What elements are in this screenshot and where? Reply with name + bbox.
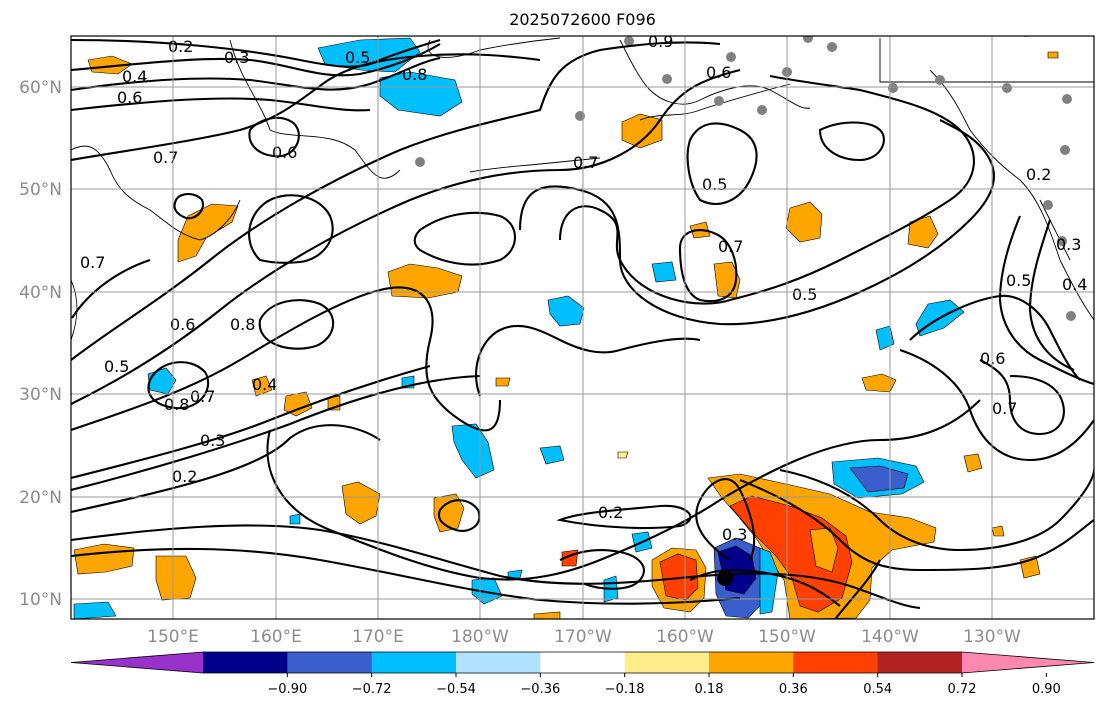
contour-label: 0.2 (598, 503, 623, 522)
contour-label: 0.3 (224, 48, 249, 67)
colorbar-tick-label: 0.72 (948, 682, 977, 697)
colorbar-tick-label: 0.54 (863, 682, 892, 697)
contour-label: 0.6 (170, 315, 195, 334)
contour-label: 0.3 (1056, 235, 1081, 254)
contour-label: 0.7 (573, 153, 598, 172)
contour-label: 0.7 (190, 387, 215, 406)
lat-label: 20°N (19, 488, 62, 508)
contour-label: 0.5 (792, 285, 817, 304)
colorbar-outline (70, 651, 1095, 674)
colorbar-tick-label: 0.90 (1032, 682, 1061, 697)
lat-label: 30°N (19, 385, 62, 405)
lat-label: 60°N (19, 78, 62, 98)
colorbar-segment (709, 652, 794, 673)
contour-label: 0.3 (200, 431, 225, 450)
contour-label: 0.8 (164, 395, 189, 414)
contour-label: 0.2 (1026, 165, 1051, 184)
gridlines (71, 36, 1094, 619)
lat-label: 50°N (19, 180, 62, 200)
colorbar-segment (456, 652, 541, 673)
contour-label: 0.4 (122, 67, 147, 86)
contour-label: 0.7 (80, 253, 105, 272)
colorbar-extend-max (962, 652, 1094, 673)
contour-label: 0.8 (230, 315, 255, 334)
contour-label: 0.9 (648, 32, 673, 51)
lon-label: 160°W (656, 627, 714, 647)
lon-label: 150°E (147, 627, 199, 647)
map-plot-area: 0.2 0.3 0.4 0.6 0.5 0.8 0.7 0.6 0.9 0.6 … (71, 32, 1094, 619)
lon-label: 130°W (963, 627, 1021, 647)
contour-label: 0.5 (104, 357, 129, 376)
colorbar-tick-label: −0.54 (436, 682, 476, 697)
longitude-labels: 150°E 160°E 170°E 180°W 170°W 160°W 150°… (147, 627, 1021, 647)
contour-label: 0.5 (345, 48, 370, 67)
contour-label: 0.2 (168, 37, 193, 56)
contour-label: 0.6 (117, 88, 142, 107)
colorbar-segment (877, 652, 963, 673)
contour-label: 0.5 (702, 175, 727, 194)
contour-label: 0.6 (272, 143, 297, 162)
lon-label: 170°E (352, 627, 404, 647)
colorbar-segment (287, 652, 373, 673)
colorbar-segment (540, 652, 626, 673)
colorbar-segment (624, 652, 710, 673)
colorbar-extend-min (71, 652, 203, 673)
colorbar-tick-label: 0.36 (779, 682, 808, 697)
contour-lines (71, 38, 1094, 619)
lon-label: 160°E (250, 627, 302, 647)
contour-label: 0.4 (1062, 275, 1087, 294)
colorbar-tick-label: −0.90 (267, 682, 307, 697)
contour-label: 0.2 (172, 467, 197, 486)
colorbar-tick-label: −0.36 (520, 682, 560, 697)
storm-center-marker (717, 570, 733, 586)
lon-label: 170°W (554, 627, 612, 647)
lon-label: 180°W (451, 627, 509, 647)
contour-label: 0.7 (718, 237, 743, 256)
colorbar-segment (793, 652, 879, 673)
colorbar-tick-label: −0.72 (352, 682, 392, 697)
contour-label: 0.4 (252, 375, 277, 394)
lon-label: 140°W (861, 627, 919, 647)
colorbar-segment (203, 652, 288, 673)
colorbar-segment (371, 652, 457, 673)
contour-labels: 0.2 0.3 0.4 0.6 0.5 0.8 0.7 0.6 0.9 0.6 … (80, 32, 1087, 544)
map-frame (70, 35, 1095, 620)
contour-label: 0.8 (402, 65, 427, 84)
contour-label: 0.6 (980, 349, 1005, 368)
contour-label: 0.7 (153, 148, 178, 167)
colorbar: −0.90 −0.72 −0.54 −0.36 −0.18 0.18 0.36 0.54 0.7… (70, 651, 1095, 697)
map-title: 2025072600 F096 (509, 10, 656, 29)
contour-label: 0.6 (706, 63, 731, 82)
colorbar-tick-label: 0.18 (695, 682, 724, 697)
lat-label: 40°N (19, 283, 62, 303)
shaded-anomaly-fields (73, 37, 1059, 619)
contour-label: 0.5 (1006, 271, 1031, 290)
lon-label: 150°W (758, 627, 816, 647)
lat-label: 10°N (19, 590, 62, 610)
contour-label: 0.7 (992, 399, 1017, 418)
latitude-labels: 60°N 50°N 40°N 30°N 20°N 10°N (19, 78, 62, 610)
contour-label: 0.3 (722, 525, 747, 544)
colorbar-tick-label: −0.18 (605, 682, 645, 697)
